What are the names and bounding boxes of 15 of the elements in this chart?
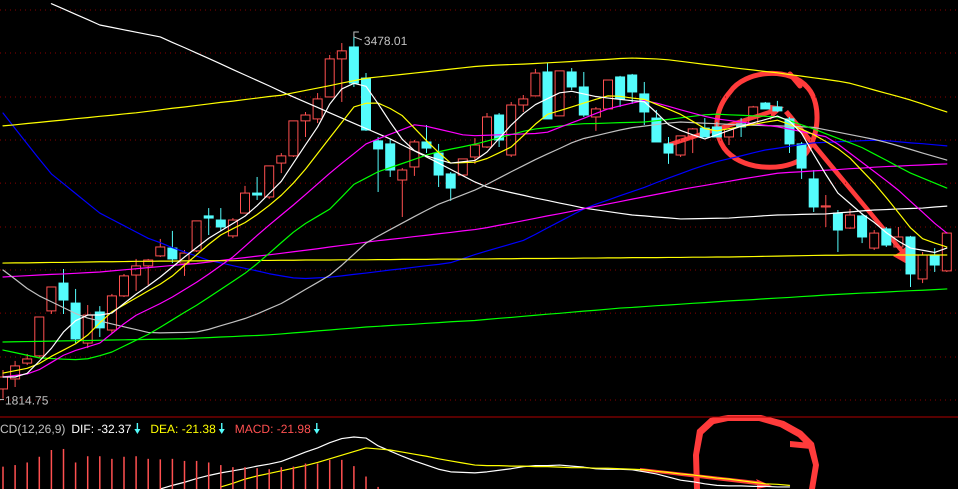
candlestick <box>664 136 674 164</box>
candlestick <box>10 360 20 388</box>
candlestick <box>276 152 286 174</box>
text: DIF: -32.37 <box>71 422 132 436</box>
candlestick <box>820 194 831 228</box>
annotation: 1814.75 <box>5 394 49 408</box>
candlestick <box>252 176 262 201</box>
candlestick <box>336 42 347 102</box>
annotation: 3478.01 <box>364 34 408 48</box>
text: DEA: -21.38 <box>150 422 216 436</box>
candlestick <box>58 268 68 314</box>
candlestick <box>422 124 432 154</box>
text: MACD: -21.98 <box>234 422 312 436</box>
candlestick <box>204 208 214 236</box>
chart-title: CD(12,26,9) <box>0 422 66 436</box>
